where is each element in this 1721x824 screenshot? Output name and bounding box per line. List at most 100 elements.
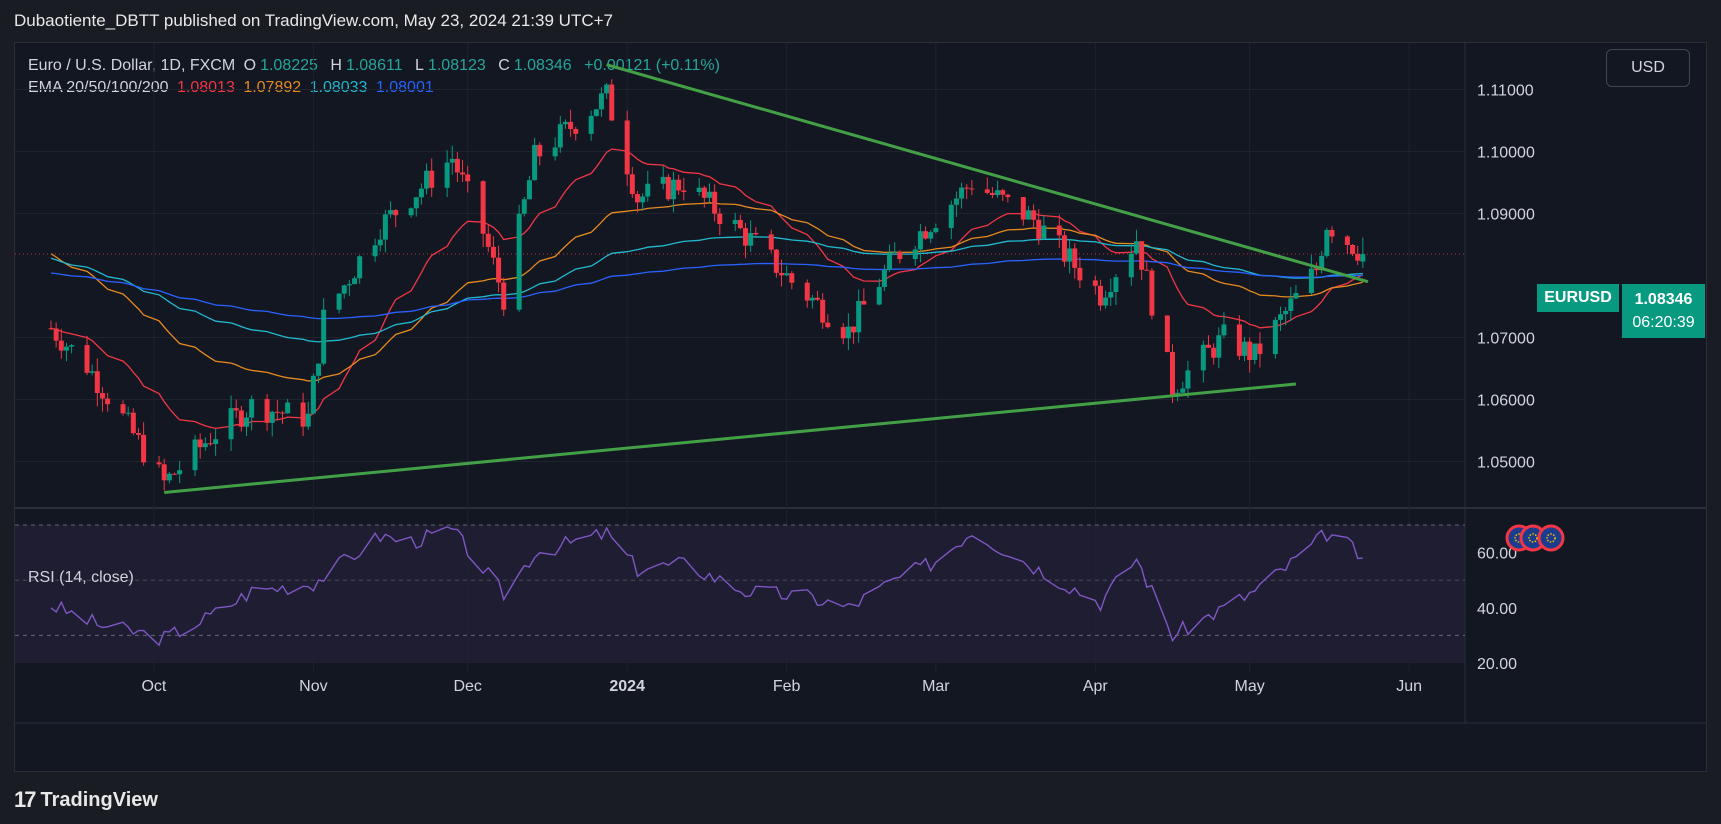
flag-icon[interactable] bbox=[1519, 524, 1547, 552]
candle-body bbox=[743, 228, 749, 246]
candle-body bbox=[1324, 229, 1330, 256]
candle-body bbox=[825, 322, 831, 328]
candle-body bbox=[1020, 197, 1026, 220]
ema200-line bbox=[50, 258, 1363, 320]
candle-body bbox=[1108, 292, 1114, 298]
candle-body bbox=[1221, 324, 1227, 336]
candle-body bbox=[1164, 315, 1170, 352]
candle-body bbox=[789, 273, 795, 283]
candle-body bbox=[1350, 244, 1356, 254]
candle-body bbox=[552, 147, 558, 157]
candle-body bbox=[640, 196, 646, 203]
candle-body bbox=[413, 197, 419, 209]
candle-body bbox=[460, 172, 466, 175]
candle-body bbox=[382, 214, 388, 240]
event-icons[interactable] bbox=[1505, 524, 1565, 552]
candle-body bbox=[568, 121, 574, 130]
candle-body bbox=[105, 398, 111, 405]
candle-body bbox=[1005, 194, 1011, 198]
candle-body bbox=[1360, 254, 1366, 262]
candle-body bbox=[1319, 255, 1325, 271]
currency-button[interactable]: USD bbox=[1606, 49, 1690, 87]
candle-body bbox=[995, 190, 1001, 195]
candle-body bbox=[393, 210, 399, 216]
candle-body bbox=[1056, 225, 1062, 236]
candle-body bbox=[388, 210, 394, 215]
candle-body bbox=[809, 297, 815, 301]
time-tick-label: Jun bbox=[1396, 678, 1422, 695]
candle-body bbox=[573, 129, 579, 134]
candle-body bbox=[948, 204, 954, 229]
candle-body bbox=[732, 220, 738, 224]
legend-ema-row: EMA 20/50/100/200 1.08013 1.07892 1.0803… bbox=[28, 77, 724, 99]
time-tick-label: Mar bbox=[922, 678, 950, 695]
flag-icon[interactable] bbox=[1537, 524, 1565, 552]
candle-body bbox=[1206, 344, 1212, 348]
candle-body bbox=[712, 191, 718, 214]
candle-body bbox=[917, 231, 923, 250]
candle-body bbox=[346, 284, 352, 286]
candle-body bbox=[264, 399, 270, 423]
high-label: H bbox=[330, 57, 342, 74]
candle-body bbox=[280, 412, 286, 414]
candle-body bbox=[1031, 210, 1037, 220]
candle-body bbox=[321, 309, 327, 364]
candle-body bbox=[521, 199, 527, 214]
candle-body bbox=[84, 345, 90, 373]
rsi-line bbox=[50, 526, 1363, 647]
candle-body bbox=[1257, 343, 1263, 355]
candle-body bbox=[1278, 314, 1284, 320]
candle-body bbox=[192, 439, 198, 471]
time-tick-label: Nov bbox=[299, 678, 327, 695]
candle-body bbox=[1025, 210, 1031, 220]
candles bbox=[48, 79, 1366, 491]
candle-body bbox=[300, 402, 306, 427]
candle-body bbox=[197, 439, 203, 448]
candle-body bbox=[336, 293, 342, 310]
candle-body bbox=[1185, 370, 1191, 389]
candle-body bbox=[984, 189, 990, 193]
candle-body bbox=[532, 144, 538, 181]
rsi-label: RSI (14, close) bbox=[28, 569, 134, 586]
candle-body bbox=[665, 176, 671, 200]
footer-brand[interactable]: 17 TradingView bbox=[14, 785, 158, 815]
candle-body bbox=[912, 249, 918, 260]
candle-body bbox=[768, 234, 774, 250]
candle-body bbox=[557, 124, 563, 148]
candle-body bbox=[1293, 293, 1299, 299]
candle-body bbox=[454, 158, 460, 173]
ema100-value: 1.08033 bbox=[309, 79, 368, 96]
candle-body bbox=[1133, 241, 1139, 254]
candle-body bbox=[233, 408, 239, 411]
time-axis: Oct Nov Dec 2024 Feb Mar Apr May Jun bbox=[141, 678, 1422, 695]
candle-body bbox=[670, 179, 676, 200]
candle-body bbox=[166, 473, 172, 481]
candle-body bbox=[501, 282, 507, 310]
candle-body bbox=[1283, 310, 1289, 315]
candle-body bbox=[779, 272, 785, 276]
candle-body bbox=[341, 285, 347, 294]
candle-body bbox=[1252, 343, 1258, 360]
candle-body bbox=[815, 297, 821, 300]
candle-body bbox=[1092, 280, 1098, 286]
candle-body bbox=[701, 187, 707, 198]
candle-body bbox=[845, 326, 851, 339]
ema200-value: 1.08001 bbox=[375, 79, 434, 96]
candle-body bbox=[1169, 351, 1175, 395]
price-tick-label: 1.10000 bbox=[1477, 145, 1535, 162]
flag-icon[interactable] bbox=[1505, 524, 1533, 552]
candle-body bbox=[69, 345, 75, 347]
grid bbox=[15, 43, 1706, 724]
candle-body bbox=[1128, 253, 1134, 278]
candle-body bbox=[624, 120, 630, 175]
candle-body bbox=[1308, 268, 1314, 294]
legend-close: C 1.08346 bbox=[498, 57, 575, 74]
ema100-line bbox=[50, 236, 1363, 343]
candle-body bbox=[526, 180, 532, 200]
candle-body bbox=[1288, 298, 1294, 311]
candle-body bbox=[161, 464, 167, 481]
close-value: 1.08346 bbox=[513, 57, 572, 74]
